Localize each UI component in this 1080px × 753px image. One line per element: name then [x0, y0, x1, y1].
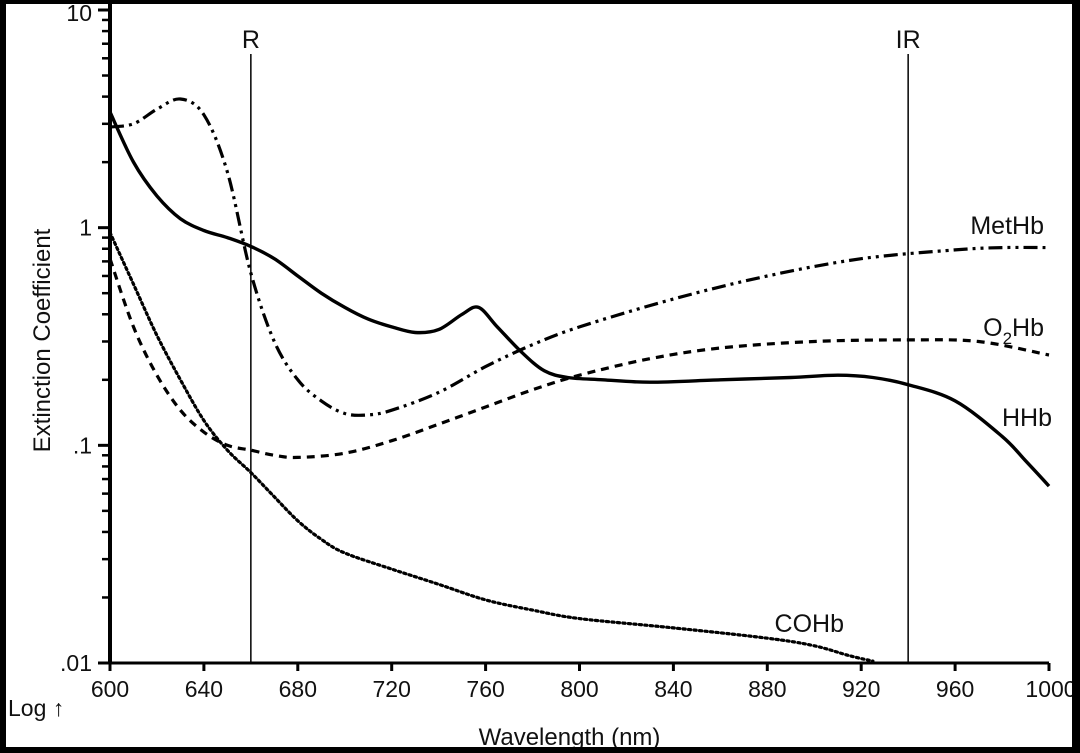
series-label-o2hb: O2Hb	[983, 314, 1044, 348]
extinction-chart: 600 640 680 720 760 800 840 880 920 960 1000 .01 .1 1…	[8, 4, 1072, 747]
y-tick-label: 10	[66, 4, 92, 26]
series-label-methb: MetHb	[970, 212, 1044, 240]
x-tick-label: 640	[185, 676, 223, 702]
chart-panel: 600 640 680 720 760 800 840 880 920 960 1000 .01 .1 1…	[6, 4, 1072, 747]
y-axis-title: Extinction Coefficient	[29, 228, 56, 452]
x-tick-label: 880	[748, 676, 786, 702]
series-label-hhb: HHb	[1002, 404, 1052, 432]
series-line-o2hb	[108, 258, 1050, 460]
x-tick-label: 600	[91, 676, 129, 702]
x-tick-label: 720	[373, 676, 411, 702]
y-tick-label: 1	[79, 215, 92, 241]
series-line-cohb	[108, 230, 875, 663]
marker-lines-group: R IR	[242, 26, 921, 663]
x-tick-label: 840	[654, 676, 692, 702]
series-label-cohb: COHb	[775, 610, 844, 638]
x-axis-title: Wavelength (nm)	[479, 724, 661, 747]
series-line-hhb	[108, 111, 1051, 488]
x-tick-label: 680	[279, 676, 317, 702]
series-group	[108, 97, 1051, 663]
series-line-methb	[109, 97, 1050, 417]
x-tick-label: 800	[560, 676, 598, 702]
x-tick-label: 760	[466, 676, 504, 702]
y-tick-label: .1	[73, 432, 92, 458]
marker-label-ir: IR	[896, 26, 921, 54]
labels-group: HHb MetHb O2Hb COHb	[775, 212, 1052, 638]
y-tick-label: .01	[60, 650, 92, 676]
x-tick-label: 960	[936, 676, 974, 702]
x-tick-label: 920	[842, 676, 880, 702]
x-tick-label: 1000	[1025, 676, 1072, 702]
marker-label-r: R	[242, 26, 260, 54]
axes-group: 600 640 680 720 760 800 840 880 920 960 1000 .01 .1 1…	[8, 4, 1072, 747]
log-scale-note: Log ↑	[8, 695, 64, 721]
